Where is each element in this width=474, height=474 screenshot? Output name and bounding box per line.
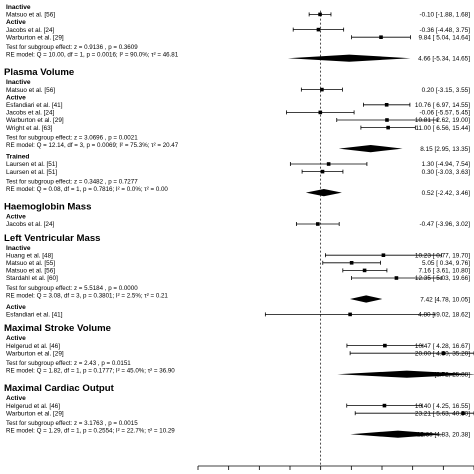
study-label: Laursen et al. [51] (6, 161, 57, 168)
effect-ci-text: 7.16 [ 3.61, 10.80] (418, 268, 470, 275)
point-estimate (384, 103, 389, 107)
point-estimate (385, 118, 389, 122)
summary-ci-text: 0.52 [-2.42, 3.46] (422, 190, 471, 197)
summary-ci-text: 14.05 [2.72, 25.38] (417, 372, 471, 379)
point-estimate (316, 27, 321, 32)
summary-diamond (287, 54, 411, 62)
effect-ci-text: 10.40 [ 4.25, 16.55] (415, 403, 470, 410)
section-title: Haemoglobin Mass (4, 202, 91, 213)
subgroup-test-text: RE model: Q = 1.29, df = 1, p = 0.2554; … (6, 428, 175, 435)
study-label: Jacobs et al. [24] (6, 221, 55, 228)
summary-diamond (305, 189, 342, 197)
effect-ci-text: 10.81 [ 2.62, 19.00] (415, 117, 470, 124)
subgroup-test-text: Test for subgroup effect: z = 5.5184 , p… (6, 285, 138, 292)
effect-ci-text: -0.47 [-3.96, 3.02] (420, 221, 471, 228)
subgroup-test-text: RE model: Q = 1.82, df = 1, p = 0.1777; … (6, 368, 175, 375)
subgroup-label: Active (6, 19, 26, 26)
point-estimate (326, 162, 331, 166)
effect-ci-text: 10.47 [ 4.28, 16.67] (415, 343, 470, 350)
subgroup-test-text: RE model: Q = 3.08, df = 3, p = 0.3801; … (6, 292, 168, 299)
subgroup-test-text: Test for subgroup effect: z = 3.1763 , p… (6, 420, 138, 427)
study-label: Matsuo et al. [55] (6, 260, 55, 267)
subgroup-label: Inactive (6, 79, 31, 86)
summary-diamond (349, 295, 383, 303)
subgroup-test-text: RE model: Q = 0.08, df = 1, p = 0.7816; … (6, 186, 168, 193)
subgroup-test-text: RE model: Q = 10.00, df = 1, p = 0.0016;… (6, 52, 179, 59)
effect-ci-text: 4.80 [-9.02, 18.62] (418, 312, 470, 319)
section-title: Maximal Stroke Volume (4, 323, 111, 334)
study-label: Helgerud et al. [46] (6, 403, 60, 410)
summary-diamond (337, 370, 474, 378)
point-estimate (348, 312, 352, 317)
point-estimate (379, 35, 383, 39)
summary-diamond (350, 430, 446, 438)
effect-ci-text: -0.06 [-5.57, 5.45] (420, 110, 471, 117)
point-estimate (362, 268, 367, 273)
study-label: Laursen et al. [51] (6, 169, 57, 176)
effect-ci-text: 1.30 [-4.94, 7.54] (422, 161, 471, 168)
effect-ci-text: 11.00 [ 6.56, 15.44] (415, 125, 470, 132)
point-estimate (318, 110, 323, 115)
point-estimate (318, 12, 322, 17)
effect-ci-text: -0.10 [-1.88, 1.68] (420, 12, 471, 19)
summary-ci-text: 4.66 [-5.34, 14.65] (418, 56, 470, 63)
study-label: Warburton et al. [29] (6, 410, 64, 417)
effect-ci-text: 12.35 [ 5.03, 19.66] (415, 275, 470, 282)
point-estimate (315, 222, 320, 226)
summary-ci-text: 8.15 [2.95, 13.35] (420, 146, 470, 153)
subgroup-label: Active (6, 304, 26, 311)
subgroup-label: Inactive (6, 4, 31, 11)
study-label: Matsuo et al. [56] (6, 268, 55, 275)
point-estimate (349, 261, 354, 265)
subgroup-label: Active (6, 214, 26, 221)
subgroup-label: Active (6, 335, 26, 342)
effect-ci-text: 0.30 [-3.03, 3.63] (422, 169, 471, 176)
subgroup-test-text: RE model: Q = 12.14, df = 3, p = 0.0069;… (6, 142, 179, 149)
effect-ci-text: -0.36 [-4.48, 3.75] (420, 27, 471, 34)
point-estimate (441, 351, 446, 355)
effect-ci-text: 23.21 [ 5.63, 40.80] (415, 410, 470, 417)
study-label: Warburton et al. [29] (6, 350, 64, 357)
study-label: Matsuo et al. [56] (6, 87, 55, 94)
study-label: Matsuo et al. [56] (6, 12, 55, 19)
study-label: Wright et al. [63] (6, 125, 53, 132)
subgroup-label: Trained (6, 154, 29, 161)
effect-ci-text: 5.05 [ 0.34, 9.76] (422, 260, 470, 267)
study-label: Esfandiari et al. [41] (6, 312, 63, 319)
subgroup-label: Active (6, 94, 26, 101)
point-estimate (383, 343, 387, 348)
point-estimate (320, 169, 325, 174)
effect-ci-text: 10.23 [ 0.77, 19.70] (415, 252, 470, 259)
point-estimate (381, 253, 386, 257)
summary-diamond (338, 145, 403, 153)
study-label: Esfandiari et al. [41] (6, 102, 63, 109)
point-estimate (386, 125, 390, 130)
subgroup-test-text: Test for subgroup effect: z = 0.9136 , p… (6, 44, 138, 51)
subgroup-test-text: Test for subgroup effect: z = 2.43 , p =… (6, 360, 131, 367)
section-title: Plasma Volume (4, 67, 74, 78)
section-title: Maximal Cardiac Output (4, 383, 115, 394)
effect-ci-text: 0.20 [-3.15, 3.55] (422, 87, 471, 94)
effect-ci-text: 9.84 [ 5.04, 14.64] (418, 34, 470, 41)
point-estimate (461, 411, 465, 415)
study-label: Helgerud et al. [46] (6, 343, 60, 350)
summary-ci-text: 7.42 [4.78, 10.05] (420, 296, 470, 303)
summary-ci-text: 12.60 [4.83, 20.38] (417, 432, 471, 439)
subgroup-test-text: Test for subgroup effect: z = 3.0696 , p… (6, 134, 138, 141)
study-label: Huang et al. [48] (6, 252, 53, 259)
study-label: Jacobs et al. [24] (6, 110, 55, 117)
subgroup-label: Inactive (6, 245, 31, 252)
section-title: Left Ventricular Mass (4, 233, 101, 244)
study-label: Warburton et al. [29] (6, 117, 64, 124)
subgroup-test-text: Test for subgroup effect: z = 0.3482 , p… (6, 178, 138, 185)
study-label: Warburton et al. [29] (6, 34, 64, 41)
subgroup-label: Active (6, 395, 26, 402)
study-label: Stardahl et al. [60] (6, 275, 58, 282)
study-label: Jacobs et al. [24] (6, 27, 55, 34)
effect-ci-text: 10.76 [ 6.97, 14.55] (415, 102, 470, 109)
point-estimate (382, 403, 387, 408)
point-estimate (394, 276, 399, 280)
point-estimate (320, 87, 324, 92)
